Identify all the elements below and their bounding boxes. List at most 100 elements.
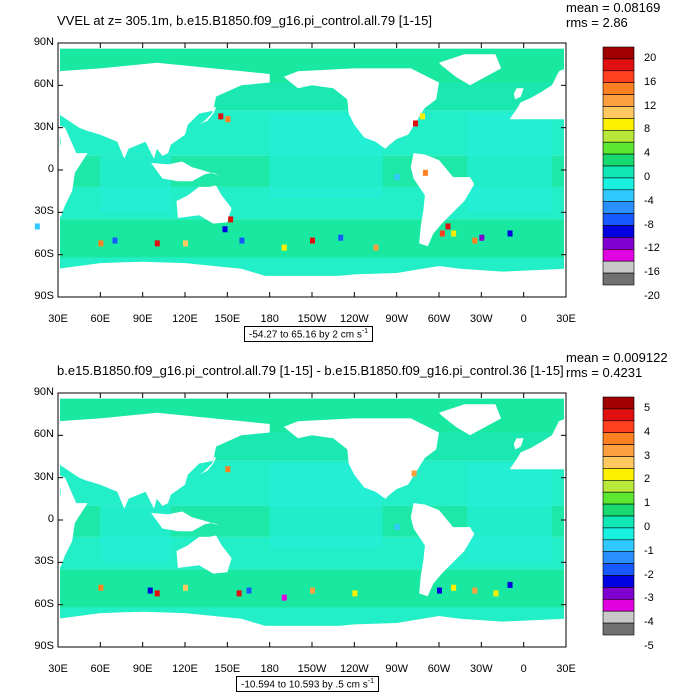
field-anomaly — [239, 237, 245, 244]
field-anomaly — [437, 587, 442, 594]
field-anomaly — [147, 587, 153, 594]
x-tick-label: 90E — [132, 313, 153, 325]
field-anomaly — [281, 244, 287, 251]
colorbar-label: 20 — [644, 51, 657, 64]
field-anomaly — [411, 470, 417, 477]
colorbar-box — [602, 420, 635, 433]
colorbar-label: -20 — [644, 289, 660, 302]
colorbar-box — [602, 468, 635, 481]
field-anomaly — [112, 237, 118, 244]
colorbar-box — [602, 587, 635, 600]
x-tick-label: 30E — [556, 313, 576, 325]
x-tick-label: 180 — [260, 663, 279, 675]
colorbar-box — [602, 225, 635, 238]
range-unit-exponent: -1 — [367, 678, 374, 685]
field-anomaly — [310, 237, 315, 244]
y-tick-label: 60S — [34, 597, 54, 610]
field-anomaly — [225, 466, 231, 473]
colorbar-label: 5 — [644, 401, 651, 414]
colorbar-label: -1 — [644, 544, 654, 557]
land-eurasia — [58, 412, 270, 509]
field-anomaly — [373, 244, 379, 251]
land-samerica — [410, 503, 475, 597]
field-anomaly — [98, 584, 104, 591]
x-tick-label: 60W — [427, 663, 451, 675]
colorbar-box — [602, 94, 635, 107]
colorbar-box — [602, 272, 635, 286]
x-tick-label: 0 — [520, 313, 527, 325]
field-anomaly — [338, 234, 344, 241]
land-uk — [513, 88, 524, 100]
land-australia — [176, 185, 232, 224]
y-tick-label: 60S — [34, 247, 54, 260]
field-anomaly — [420, 113, 426, 120]
x-tick-label: 120W — [339, 663, 369, 675]
field-anomaly — [413, 120, 419, 127]
colorbar-box — [602, 177, 635, 191]
colorbar-box — [602, 153, 635, 167]
colorbar-box — [602, 551, 635, 564]
colorbar-box — [602, 189, 635, 203]
field-anomaly — [445, 223, 451, 230]
colorbar-box — [602, 201, 635, 214]
y-tick-label: 30N — [33, 120, 54, 133]
field-anomaly — [34, 223, 40, 230]
x-tick-label: 120E — [172, 313, 198, 325]
x-tick-label: 30W — [470, 313, 493, 325]
land-uk — [513, 438, 524, 450]
x-tick-label: 150E — [214, 663, 241, 675]
land-japan — [199, 106, 216, 125]
field-anomaly — [183, 240, 188, 247]
colorbar-label: -4 — [644, 616, 654, 629]
x-tick-label: 60W — [427, 313, 451, 325]
x-tick-label: 30E — [48, 663, 68, 675]
range-unit-exponent: -1 — [361, 328, 369, 335]
colorbar-box — [602, 610, 635, 624]
colorbar-box — [602, 408, 635, 422]
land-europe_w — [509, 418, 566, 470]
colorbar-box — [602, 106, 635, 119]
field-anomaly — [422, 169, 428, 176]
y-tick-label: 90N — [33, 36, 54, 48]
field-anomaly — [281, 594, 287, 601]
field-anomaly — [310, 587, 315, 594]
y-tick-label: 90S — [34, 290, 54, 302]
x-tick-label: 60E — [90, 663, 111, 675]
land-japan — [199, 456, 216, 475]
land-samerica — [410, 153, 475, 247]
colorbar-box — [602, 491, 635, 505]
panel-top: VVEL at z= 305.1m, b.e15.B1850.f09_g16.p… — [57, 0, 660, 30]
colorbar-box — [602, 165, 635, 179]
field-anomaly — [394, 524, 400, 531]
y-tick-label: 30N — [33, 470, 54, 483]
x-tick-label: 150W — [297, 313, 327, 325]
field-anomaly — [439, 230, 445, 237]
colorbar-box — [602, 503, 635, 517]
x-tick-label: 150E — [214, 313, 241, 325]
field-anomaly — [472, 587, 478, 594]
land-europe_w — [509, 68, 566, 120]
field-anomaly — [451, 584, 457, 591]
colorbar-label: -8 — [644, 218, 654, 231]
panel-bottom: b.e15.B1850.f09_g16.pi_control.all.79 [1… — [0, 350, 700, 700]
panel-title: b.e15.B1850.f09_g16.pi_control.all.79 [1… — [57, 363, 564, 378]
colorbar-label: -3 — [644, 592, 654, 605]
field-anomaly — [228, 216, 234, 223]
colorbar-label: 3 — [644, 449, 651, 462]
land-namerica — [283, 68, 439, 149]
field-anomaly — [183, 584, 188, 591]
colorbar-box — [602, 396, 635, 410]
land-antarctica — [58, 261, 566, 297]
y-tick-label: 90N — [33, 386, 54, 398]
colorbar-box — [602, 58, 635, 72]
land-greenland — [439, 54, 502, 86]
x-tick-label: 30W — [470, 663, 493, 675]
land-antarctica — [58, 611, 566, 647]
field-anomaly — [451, 230, 457, 237]
field-anomaly — [225, 116, 231, 123]
land-eurasia — [58, 62, 270, 159]
colorbar-label: 2 — [644, 473, 651, 486]
field-anomaly — [222, 226, 228, 233]
field-anomaly — [98, 240, 104, 247]
field-anomaly — [246, 587, 252, 594]
